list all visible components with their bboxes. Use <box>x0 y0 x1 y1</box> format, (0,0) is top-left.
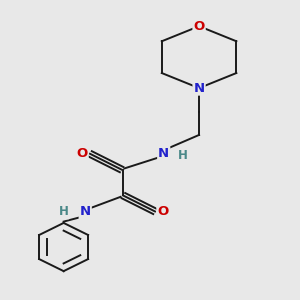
Text: O: O <box>157 206 169 218</box>
Text: H: H <box>178 148 188 161</box>
Text: O: O <box>76 147 88 160</box>
Text: N: N <box>80 206 91 218</box>
Text: N: N <box>158 147 169 160</box>
Text: O: O <box>194 20 205 33</box>
Text: H: H <box>59 206 69 218</box>
Text: N: N <box>194 82 205 94</box>
